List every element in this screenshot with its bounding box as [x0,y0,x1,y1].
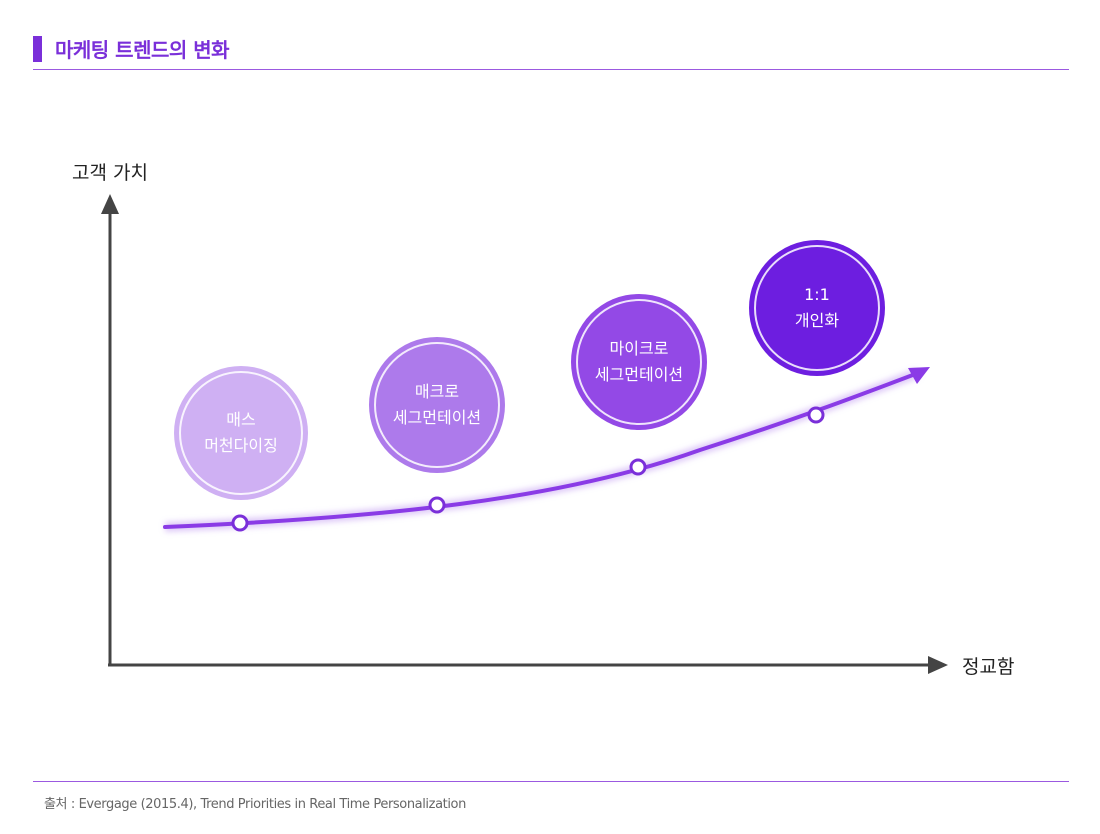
milestone-marker-2 [428,496,446,514]
x-axis-label: 정교함 [962,656,1015,678]
stage-label: 매스 머천다이징 [204,410,278,455]
source-citation: 출처 : Evergage (2015.4), Trend Priorities… [44,797,466,812]
stage-one-to-one-personalization: 1:1 개인화 [749,240,885,376]
page-title: 마케팅 트렌드의 변화 [55,38,230,62]
stage-ring [179,371,303,495]
stage-macro-segmentation: 매크로 세그먼테이션 [369,337,505,473]
growth-curve-arrowhead [908,367,930,384]
y-axis-label: 고객 가치 [72,162,148,184]
stage-ring [576,299,702,425]
milestone-marker-3 [629,458,647,476]
stage-ring [754,245,880,371]
stage-label: 1:1 개인화 [794,285,840,330]
milestone-marker-1 [231,514,249,532]
stage-mass-merchandising: 매스 머천다이징 [174,366,308,500]
header: 마케팅 트렌드의 변화 [33,36,1069,70]
stage-label: 마이크로 세그먼테이션 [594,339,684,384]
milestone-marker-4 [807,406,825,424]
header-divider [33,69,1069,70]
stage-label: 매크로 세그먼테이션 [392,382,482,427]
stage-micro-segmentation: 마이크로 세그먼테이션 [571,294,707,430]
footer-divider [33,781,1069,782]
y-axis-arrowhead [101,194,119,214]
stage-ring [374,342,500,468]
title-accent-bar [33,36,42,62]
x-axis-arrowhead [928,656,948,674]
